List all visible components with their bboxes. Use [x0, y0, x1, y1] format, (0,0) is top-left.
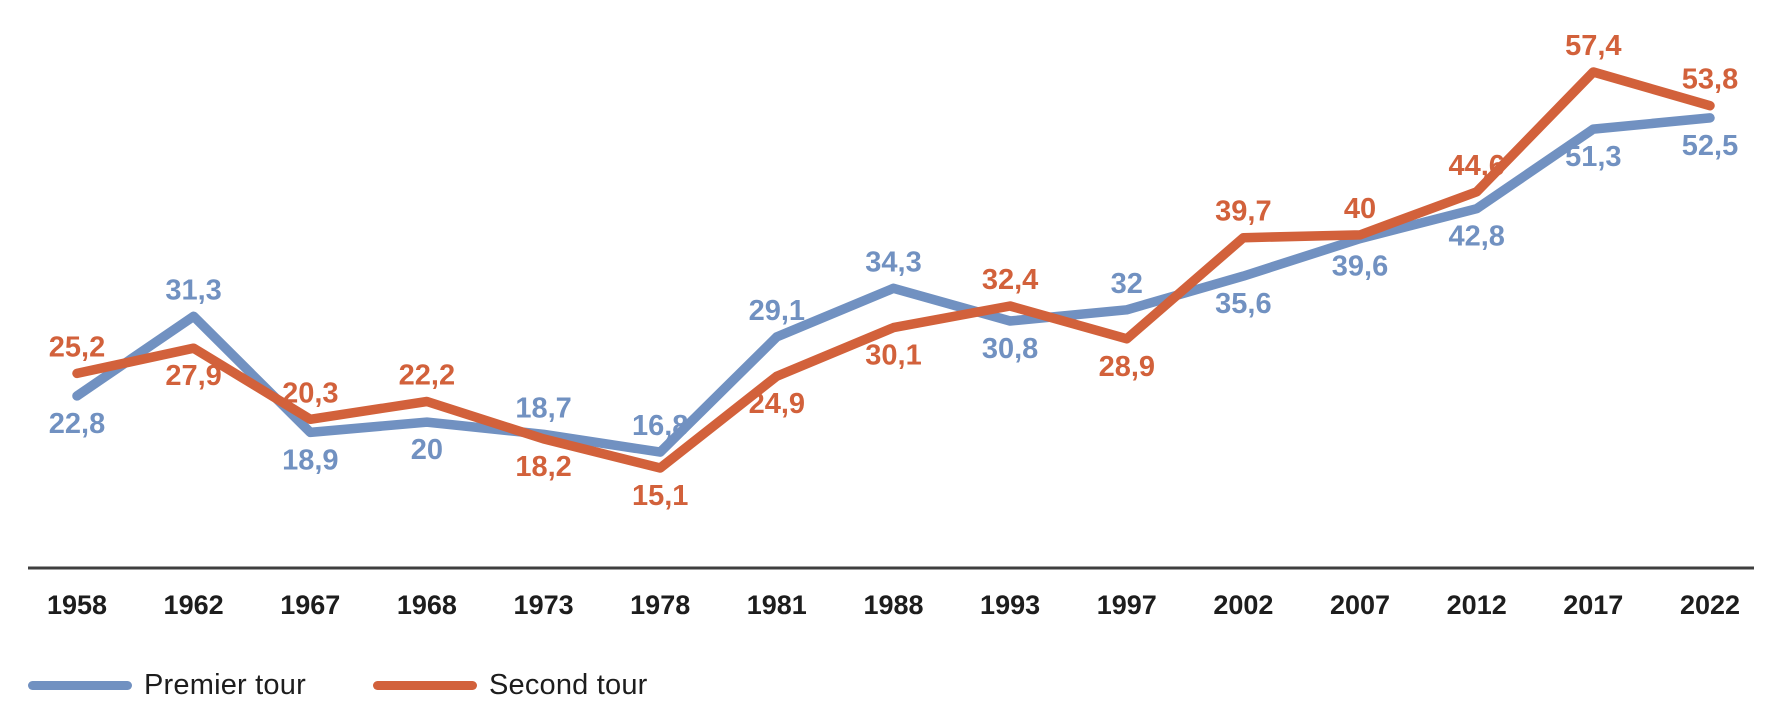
second-tour-data-label: 39,7 [1215, 196, 1271, 228]
second-tour-data-label: 30,1 [865, 340, 921, 372]
second-tour-data-label: 25,2 [49, 331, 105, 363]
premier-tour-data-label: 29,1 [749, 295, 805, 327]
second-tour-data-label: 57,4 [1565, 30, 1621, 62]
premier-tour-line [72, 113, 1715, 457]
premier-tour-data-label: 22,8 [49, 408, 105, 440]
x-axis-label: 1981 [747, 590, 807, 620]
x-axis-label: 1973 [514, 590, 574, 620]
x-axis-label: 1997 [1097, 590, 1157, 620]
second-tour-data-label: 53,8 [1682, 64, 1738, 96]
premier-tour-data-label: 18,9 [282, 444, 338, 476]
premier-tour-data-label: 20 [411, 434, 443, 466]
x-axis-label: 1968 [397, 590, 457, 620]
second-tour-data-label: 28,9 [1099, 351, 1155, 383]
premier-tour-data-label: 34,3 [865, 246, 921, 278]
x-axis-label: 1993 [980, 590, 1040, 620]
legend-item-second-tour: Second tour [372, 669, 648, 702]
x-axis-label: 1962 [164, 590, 224, 620]
x-axis-label: 2022 [1680, 590, 1740, 620]
premier-tour-data-label: 30,8 [982, 333, 1038, 365]
legend-label-premier-tour: Premier tour [144, 669, 306, 701]
premier-tour-data-label: 42,8 [1448, 221, 1504, 253]
x-axis-label: 1988 [863, 590, 923, 620]
second-tour-data-label: 15,1 [632, 480, 688, 512]
second-tour-data-label: 22,2 [399, 360, 455, 392]
legend-item-premier-tour: Premier tour [28, 669, 306, 702]
x-axis-label: 1967 [280, 590, 340, 620]
premier-tour-data-label: 32 [1111, 268, 1143, 300]
legend-label-second-tour: Second tour [488, 669, 648, 701]
premier-tour-data-label: 51,3 [1565, 141, 1621, 173]
x-axis-label: 2012 [1447, 590, 1507, 620]
x-axis-label: 2002 [1213, 590, 1273, 620]
premier-tour-data-label: 18,7 [515, 392, 571, 424]
chart-legend: Premier tour Second tour [28, 669, 648, 702]
premier-tour-data-label: 31,3 [165, 274, 221, 306]
premier-tour-data-label: 16,8 [632, 410, 688, 442]
x-axis-label: 1978 [630, 590, 690, 620]
second-tour-data-label: 40 [1344, 193, 1376, 225]
x-axis-label: 2007 [1330, 590, 1390, 620]
premier-tour-data-label: 35,6 [1215, 288, 1271, 320]
x-axis-label: 1958 [47, 590, 107, 620]
second-tour-swatch-icon [372, 681, 477, 690]
premier-tour-data-label: 52,5 [1682, 130, 1738, 162]
premier-tour-swatch-icon [28, 681, 132, 690]
second-tour-data-label: 24,9 [749, 388, 805, 420]
second-tour-line [72, 67, 1715, 473]
x-axis-label: 2017 [1563, 590, 1623, 620]
second-tour-data-label: 44,6 [1448, 150, 1504, 182]
second-tour-data-label: 32,4 [982, 264, 1038, 296]
second-tour-data-label: 20,3 [282, 377, 338, 409]
second-tour-data-label: 18,2 [515, 451, 571, 483]
second-tour-data-label: 27,9 [165, 360, 221, 392]
premier-tour-data-label: 39,6 [1332, 251, 1388, 283]
